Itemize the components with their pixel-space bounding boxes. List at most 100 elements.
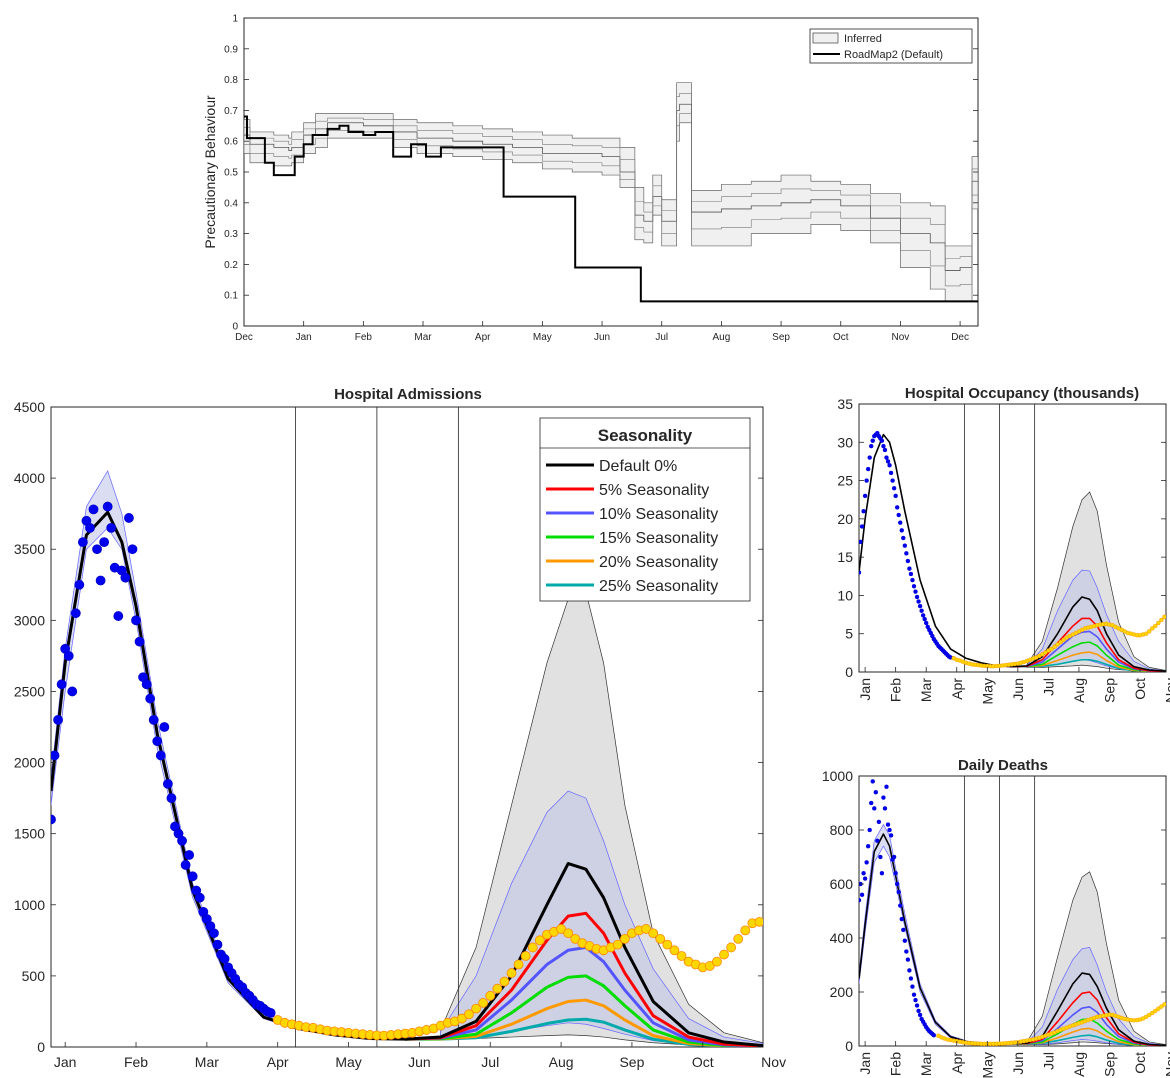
observed-point-fitted bbox=[901, 535, 906, 541]
observed-point-fitted bbox=[891, 854, 897, 860]
observed-point-fitted bbox=[862, 493, 868, 499]
observed-point-new bbox=[1159, 617, 1164, 623]
observed-point-new bbox=[1150, 626, 1155, 631]
observed-point-fitted bbox=[907, 566, 912, 571]
x-tick-label: Oct bbox=[692, 1054, 714, 1070]
legend-label-default-0: Default 0% bbox=[599, 458, 677, 475]
y-tick-label: 15 bbox=[837, 549, 853, 565]
observed-point-fitted bbox=[898, 520, 903, 525]
x-tick-label: Jan bbox=[296, 332, 312, 343]
x-tick-label: Sep bbox=[772, 332, 790, 343]
observed-point-fitted bbox=[901, 927, 906, 933]
observed-point-fitted bbox=[894, 505, 900, 510]
observed-point-fitted bbox=[899, 916, 904, 922]
observed-point-fitted bbox=[911, 584, 917, 589]
observed-point-fitted bbox=[864, 860, 869, 865]
observed-point-new bbox=[520, 951, 531, 961]
observed-point-fitted bbox=[869, 800, 874, 806]
observed-point-fitted bbox=[177, 835, 187, 846]
observed-point-fitted bbox=[95, 575, 106, 586]
observed-point-fitted bbox=[875, 838, 880, 843]
observed-point-fitted bbox=[102, 501, 113, 512]
y-tick-label: 600 bbox=[830, 876, 854, 892]
observed-point-fitted bbox=[145, 693, 156, 704]
observed-point-new bbox=[464, 1009, 474, 1020]
x-tick-label: May bbox=[335, 1054, 361, 1070]
hospital-admissions-panel: Hospital Admissions 0 500 1000 1500 2000 2500… bbox=[14, 386, 786, 1070]
plot-layer bbox=[51, 407, 763, 1047]
y-tick-label: 500 bbox=[22, 968, 46, 984]
y-tick-label: 200 bbox=[830, 984, 854, 1000]
x-tick-label: Aug bbox=[1071, 678, 1087, 703]
observed-point-fitted bbox=[67, 686, 78, 697]
observed-point-fitted bbox=[861, 509, 866, 514]
observed-point-new bbox=[1153, 623, 1158, 629]
observed-point-new bbox=[563, 928, 574, 939]
y-tick-label: 0 bbox=[37, 1039, 45, 1055]
observed-point-fitted bbox=[864, 478, 869, 483]
y-tick-label: 0 bbox=[845, 664, 853, 680]
x-tick-label: Mar bbox=[195, 1054, 219, 1070]
observed-point-new bbox=[612, 939, 623, 950]
x-tick-label: May bbox=[979, 1052, 995, 1078]
observed-point-fitted bbox=[152, 736, 163, 747]
legend-box bbox=[539, 417, 751, 602]
observed-point-fitted bbox=[70, 608, 81, 619]
observed-point-new bbox=[513, 959, 524, 970]
x-tick-label: Jul bbox=[1040, 678, 1056, 696]
observed-point-fitted bbox=[99, 537, 110, 548]
observed-point-fitted bbox=[219, 953, 230, 964]
x-tick-label: Jan bbox=[857, 1052, 873, 1075]
y-tick-label: 3500 bbox=[14, 541, 45, 557]
observed-point-new bbox=[471, 1003, 481, 1014]
x-tick-label: Sep bbox=[1101, 678, 1117, 703]
observed-point-fitted bbox=[911, 992, 917, 997]
observed-point-fitted bbox=[904, 551, 909, 556]
x-tick-label: Jun bbox=[594, 332, 610, 343]
legend: Inferred RoadMap2 (Default) bbox=[809, 28, 973, 64]
series-line-15-seasonality bbox=[405, 974, 763, 1047]
x-tick-label: Jun bbox=[1010, 1052, 1026, 1075]
legend-label-5-seasonality: 5% Seasonality bbox=[599, 482, 709, 499]
uncertainty-band bbox=[1026, 947, 1166, 1046]
x-tick-label: Mar bbox=[918, 678, 934, 702]
observed-point-fitted bbox=[92, 544, 102, 555]
y-tick-label: 0.3 bbox=[224, 229, 238, 240]
observed-point-fitted bbox=[861, 871, 866, 876]
x-tick-label: Aug bbox=[712, 332, 730, 343]
observed-point-new bbox=[662, 939, 673, 950]
observed-point-fitted bbox=[187, 871, 198, 882]
observed-point-fitted bbox=[913, 589, 918, 594]
x-tick-label: Apr bbox=[949, 1052, 965, 1074]
observed-point-fitted bbox=[141, 679, 152, 690]
observed-point-new bbox=[457, 1013, 467, 1024]
observed-point-fitted bbox=[879, 871, 885, 876]
x-tick-label: Sep bbox=[1101, 1052, 1117, 1077]
observed-point-fitted bbox=[919, 608, 924, 613]
y-tick-label: 2000 bbox=[14, 755, 45, 771]
legend-label-roadmap: RoadMap2 (Default) bbox=[844, 49, 943, 61]
y-axis-label: Precautionary Behaviour bbox=[202, 95, 218, 249]
observed-point-fitted bbox=[865, 844, 871, 849]
observed-point-fitted bbox=[893, 871, 898, 876]
y-tick-label: 1000 bbox=[14, 897, 45, 913]
observed-point-fitted bbox=[859, 539, 863, 545]
observed-point-new bbox=[1162, 614, 1166, 620]
observed-point-new bbox=[1156, 1006, 1161, 1011]
observed-point-fitted bbox=[51, 750, 60, 761]
observed-point-fitted bbox=[51, 814, 56, 825]
plot-layer bbox=[244, 82, 978, 303]
observed-point-fitted bbox=[184, 850, 195, 860]
x-tick-label: Dec bbox=[235, 332, 253, 343]
y-tick-label: 400 bbox=[830, 930, 854, 946]
observed-point-fitted bbox=[859, 524, 865, 529]
y-tick-label: 30 bbox=[837, 434, 853, 450]
y-tick-label: 25 bbox=[837, 473, 853, 489]
observed-point-fitted bbox=[904, 949, 909, 954]
observed-point-fitted bbox=[893, 493, 898, 499]
observed-point-fitted bbox=[85, 522, 95, 533]
observed-point-fitted bbox=[894, 881, 900, 887]
observed-point-fitted bbox=[865, 466, 871, 472]
plot-layer bbox=[859, 776, 1166, 1046]
